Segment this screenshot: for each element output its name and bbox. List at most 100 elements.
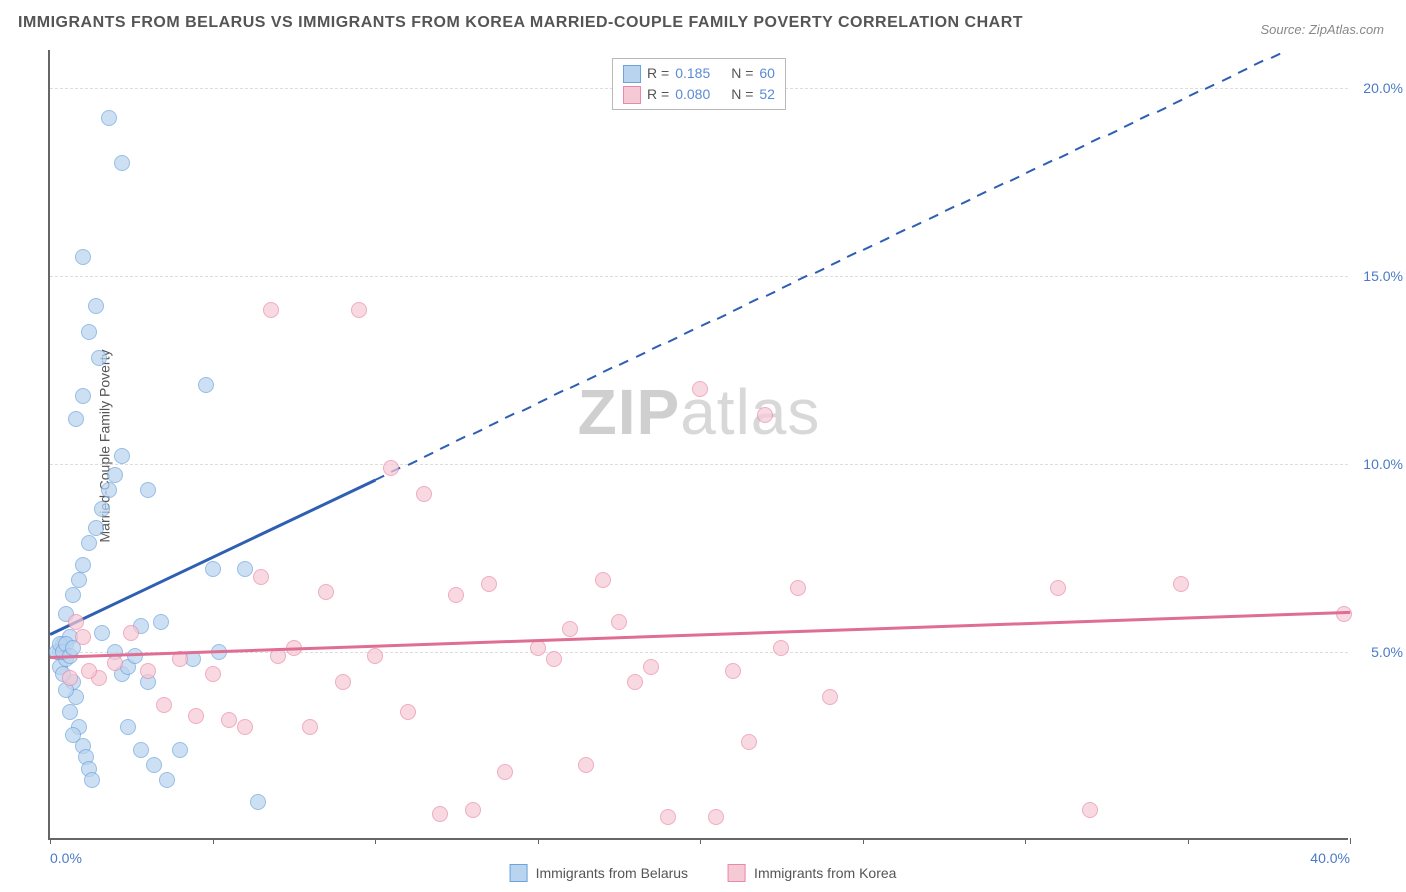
- regression-line-dash: [1059, 152, 1069, 158]
- scatter-point: [140, 663, 156, 679]
- scatter-point: [302, 719, 318, 735]
- scatter-point: [237, 719, 253, 735]
- regression-line-dash: [505, 413, 515, 419]
- scatter-point: [253, 569, 269, 585]
- regression-line-dash: [1156, 106, 1166, 112]
- scatter-point: [133, 742, 149, 758]
- scatter-point: [68, 411, 84, 427]
- y-tick-label: 15.0%: [1363, 268, 1403, 284]
- regression-line-dash: [765, 290, 775, 296]
- regression-line-dash: [700, 321, 710, 327]
- regression-line-dash: [1075, 145, 1085, 151]
- scatter-point: [114, 448, 130, 464]
- legend-correlation-row: R =0.185N =60: [623, 63, 775, 84]
- regression-line-dash: [424, 452, 434, 458]
- legend-r-label: R =: [647, 84, 669, 105]
- scatter-point: [221, 712, 237, 728]
- regression-line-dash: [635, 352, 645, 358]
- scatter-point: [1050, 580, 1066, 596]
- regression-line-dash: [912, 221, 922, 227]
- scatter-point: [188, 708, 204, 724]
- regression-line-dash: [993, 183, 1003, 189]
- x-tick: [375, 838, 376, 844]
- scatter-point: [68, 614, 84, 630]
- scatter-point: [120, 719, 136, 735]
- scatter-point: [530, 640, 546, 656]
- x-tick: [700, 838, 701, 844]
- legend-series-label: Immigrants from Korea: [754, 865, 896, 881]
- scatter-point: [101, 110, 117, 126]
- scatter-point: [383, 460, 399, 476]
- regression-line-dash: [440, 444, 450, 450]
- regression-line-dash: [1124, 122, 1134, 128]
- scatter-point: [725, 663, 741, 679]
- scatter-point: [822, 689, 838, 705]
- regression-line-dash: [977, 191, 987, 197]
- scatter-point: [75, 388, 91, 404]
- scatter-point: [101, 482, 117, 498]
- scatter-point: [562, 621, 578, 637]
- legend-n-label: N =: [731, 63, 753, 84]
- scatter-point: [62, 670, 78, 686]
- scatter-point: [790, 580, 806, 596]
- legend-swatch: [623, 65, 641, 83]
- scatter-point: [708, 809, 724, 825]
- regression-line-dash: [717, 314, 727, 320]
- regression-line-dash: [603, 367, 613, 373]
- scatter-point: [400, 704, 416, 720]
- scatter-point: [172, 742, 188, 758]
- y-tick-label: 5.0%: [1371, 644, 1403, 660]
- regression-line-dash: [831, 260, 841, 266]
- scatter-point: [75, 629, 91, 645]
- scatter-point: [660, 809, 676, 825]
- regression-line-dash: [928, 214, 938, 220]
- legend-r-label: R =: [647, 63, 669, 84]
- regression-line-dash: [456, 436, 466, 442]
- scatter-point: [416, 486, 432, 502]
- gridline: [50, 652, 1348, 653]
- regression-line-dash: [570, 383, 580, 389]
- scatter-point: [62, 704, 78, 720]
- regression-line-dash: [847, 252, 857, 258]
- regression-line-dash: [1107, 129, 1117, 135]
- regression-line-dash: [521, 406, 531, 412]
- regression-line-dash: [1270, 53, 1280, 59]
- scatter-point: [88, 520, 104, 536]
- legend-correlation-row: R =0.080N =52: [623, 84, 775, 105]
- scatter-point: [546, 651, 562, 667]
- scatter-point: [75, 249, 91, 265]
- regression-line-dash: [1238, 68, 1248, 74]
- scatter-point: [250, 794, 266, 810]
- legend-series: Immigrants from Belarus Immigrants from K…: [510, 864, 897, 882]
- scatter-point: [65, 587, 81, 603]
- regression-line-dash: [863, 244, 873, 250]
- regression-line-dash: [586, 375, 596, 381]
- regression-line-dash: [1221, 76, 1231, 82]
- scatter-point: [205, 666, 221, 682]
- regression-line-dash: [1189, 91, 1199, 97]
- scatter-point: [741, 734, 757, 750]
- y-tick-label: 10.0%: [1363, 456, 1403, 472]
- scatter-point: [75, 557, 91, 573]
- legend-swatch: [623, 86, 641, 104]
- x-tick: [1350, 838, 1351, 844]
- scatter-point: [263, 302, 279, 318]
- gridline: [50, 464, 1348, 465]
- gridline: [50, 276, 1348, 277]
- legend-series-item: Immigrants from Belarus: [510, 864, 688, 882]
- scatter-point: [643, 659, 659, 675]
- regression-line-dash: [1140, 114, 1150, 120]
- x-tick: [1025, 838, 1026, 844]
- regression-line-dash: [733, 306, 743, 312]
- regression-line-dash: [651, 344, 661, 350]
- legend-n-value: 60: [759, 63, 775, 84]
- scatter-point: [205, 561, 221, 577]
- regression-line-dash: [684, 329, 694, 335]
- legend-r-value: 0.080: [675, 84, 725, 105]
- regression-line-dash: [489, 421, 499, 427]
- legend-swatch: [510, 864, 528, 882]
- regression-line-dash: [375, 475, 385, 481]
- scatter-point: [318, 584, 334, 600]
- scatter-point: [432, 806, 448, 822]
- regression-line-dash: [945, 206, 955, 212]
